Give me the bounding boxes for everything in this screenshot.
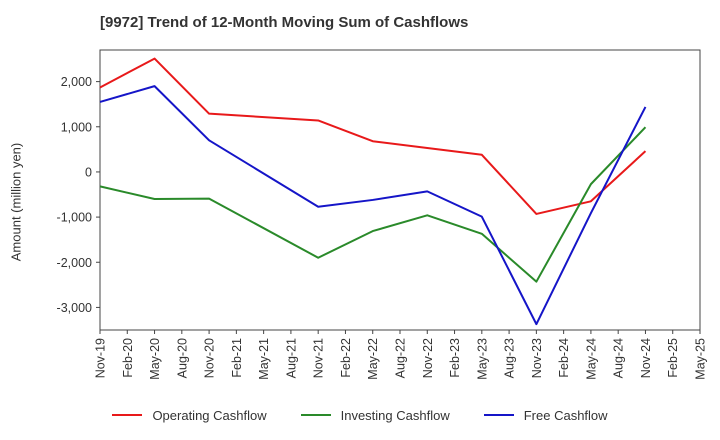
y-tick-label: -3,000: [57, 301, 92, 315]
tick-labels: 2,000 1,000 0 -1,000 -2,000 -3,000 Nov-19 Feb-2…: [57, 75, 708, 380]
x-tick-label: Feb-25: [666, 338, 680, 378]
x-tick-label: Nov-20: [203, 338, 217, 378]
chart-title: [9972] Trend of 12-Month Moving Sum of C…: [100, 14, 469, 31]
legend-label: Free Cashflow: [523, 407, 608, 423]
x-tick-label: Nov-22: [421, 338, 435, 378]
x-tick-label: Nov-21: [312, 338, 326, 378]
x-tick-label: Aug-21: [284, 338, 298, 378]
x-tick-label: May-25: [694, 338, 708, 380]
legend: Operating Cashflow Investing Cashflow Free…: [0, 404, 720, 426]
legend-swatch: [112, 414, 143, 416]
y-tick-label: 1,000: [61, 120, 92, 134]
x-tick-label: May-24: [584, 338, 598, 380]
x-tick-label: Aug-23: [503, 338, 517, 378]
x-tick-label: Aug-22: [394, 338, 408, 378]
legend-item: Free Cashflow: [483, 407, 608, 423]
legend-swatch: [300, 414, 331, 416]
x-tick-label: May-21: [257, 338, 271, 380]
x-tick-label: May-22: [366, 338, 380, 380]
legend-item: Operating Cashflow: [112, 407, 267, 423]
legend-label: Operating Cashflow: [152, 407, 267, 423]
legend-label: Investing Cashflow: [340, 407, 450, 423]
x-tick-label: Feb-20: [121, 338, 135, 378]
x-tick-label: Feb-21: [230, 338, 244, 378]
y-tick-label: -2,000: [57, 256, 92, 270]
x-tick-label: Feb-24: [557, 338, 571, 378]
y-tick-label: 2,000: [61, 75, 92, 89]
x-tick-label: Feb-23: [448, 338, 462, 378]
x-tick-label: Nov-23: [530, 338, 544, 378]
series-line-free-cashflow: [99, 85, 647, 326]
x-tick-label: Nov-19: [94, 338, 108, 378]
legend-swatch: [483, 414, 514, 416]
x-tick-label: Feb-22: [339, 338, 353, 378]
y-tick-label: -1,000: [57, 211, 92, 225]
x-tick-label: May-23: [475, 338, 489, 380]
plot-frame: [99, 49, 701, 331]
x-tick-label: May-20: [148, 338, 162, 380]
y-tick-label: 0: [85, 165, 92, 179]
legend-item: Investing Cashflow: [300, 407, 450, 423]
series-layer: [99, 57, 647, 326]
series-line-operating-cashflow: [99, 57, 647, 215]
x-tick-label: Nov-24: [639, 338, 653, 378]
x-tick-label: Aug-20: [175, 338, 189, 378]
axis-layer: [96, 49, 701, 334]
series-line-investing-cashflow: [99, 126, 647, 283]
x-tick-label: Aug-24: [612, 338, 626, 378]
